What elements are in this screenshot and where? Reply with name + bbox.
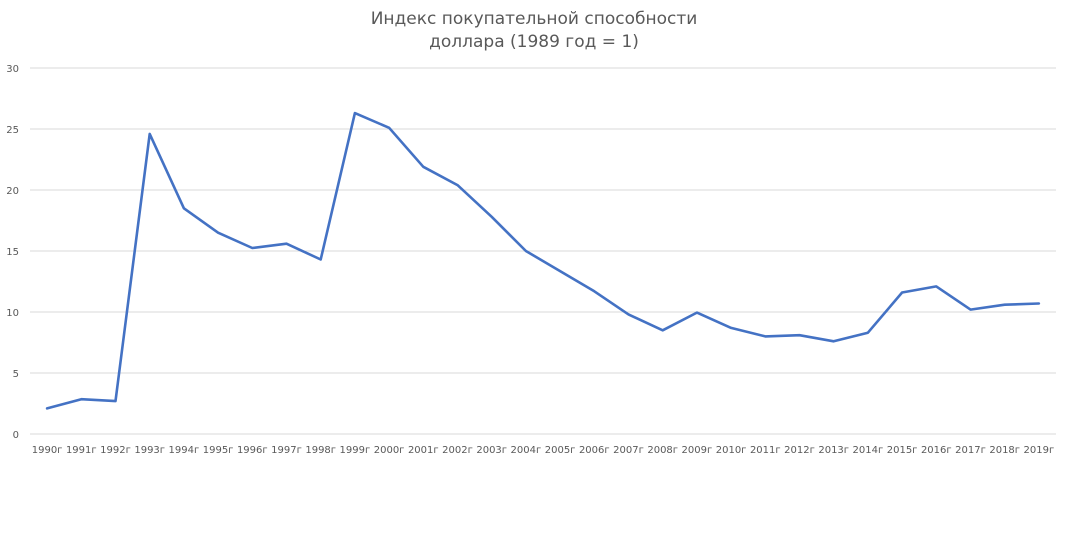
x-axis-ticks: 1990г 1991г 1992г 1993г 1994г 1995г 1996г 1997г… — [32, 445, 1055, 456]
x-tick-label: 2001г — [408, 445, 439, 456]
x-tick-label: 1994г — [169, 445, 200, 456]
x-tick-label: 2004г — [511, 445, 542, 456]
x-tick-label: 2019г — [1024, 445, 1055, 456]
x-tick-label: 2017г — [955, 445, 986, 456]
x-tick-label: 1995г — [203, 445, 234, 456]
x-tick-label: 1991г — [66, 445, 97, 456]
gridlines — [30, 67, 1056, 435]
chart-title-line-1: Индекс покупательной способности — [370, 9, 698, 29]
x-tick-label: 1993г — [134, 445, 165, 456]
x-tick-label: 2007г — [613, 445, 644, 456]
x-tick-label: 2015г — [887, 445, 918, 456]
x-tick-label: 1997г — [271, 445, 302, 456]
x-tick-label: 2016г — [921, 445, 952, 456]
y-tick-label: 20 — [6, 186, 19, 197]
x-tick-label: 2003г — [476, 445, 507, 456]
x-tick-label: 2018г — [989, 445, 1020, 456]
x-tick-label: 1996г — [237, 445, 268, 456]
y-tick-label: 0 — [13, 430, 19, 441]
y-tick-label: 15 — [6, 247, 19, 258]
chart-title: Индекс покупательной способности доллара… — [0, 8, 1068, 54]
y-axis-ticks: 0 5 10 15 20 25 30 — [6, 64, 19, 441]
y-tick-label: 5 — [13, 369, 19, 380]
x-tick-label: 2005г — [545, 445, 576, 456]
x-tick-label: 2012г — [784, 445, 815, 456]
y-tick-label: 25 — [6, 125, 19, 136]
x-tick-label: 1992г — [100, 445, 131, 456]
y-tick-label: 10 — [6, 308, 19, 319]
x-tick-label: 2009г — [682, 445, 713, 456]
chart-title-line-2: доллара (1989 год = 1) — [429, 32, 639, 52]
y-tick-label: 30 — [6, 64, 19, 75]
x-tick-label: 2014г — [853, 445, 884, 456]
x-tick-label: 2010г — [716, 445, 747, 456]
x-tick-label: 1998г — [305, 445, 336, 456]
x-tick-label: 2008г — [647, 445, 678, 456]
x-tick-label: 2011г — [750, 445, 781, 456]
x-tick-label: 1990г — [32, 445, 63, 456]
x-tick-label: 2002г — [442, 445, 473, 456]
x-tick-label: 2000г — [374, 445, 405, 456]
data-line — [45, 111, 1041, 410]
x-tick-label: 2006г — [579, 445, 610, 456]
x-tick-label: 2013г — [818, 445, 849, 456]
x-tick-label: 1999г — [340, 445, 371, 456]
